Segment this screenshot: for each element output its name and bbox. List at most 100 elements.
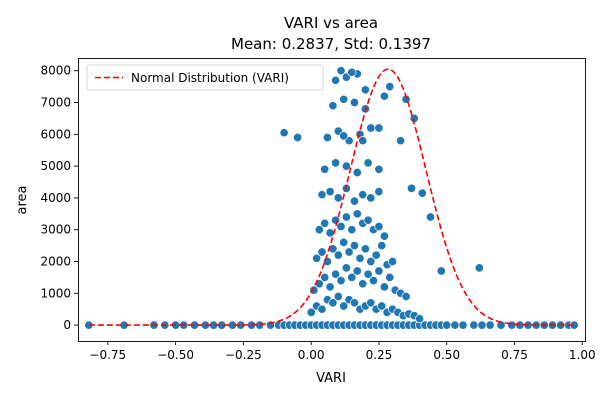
data-point bbox=[417, 188, 427, 198]
legend: Normal Distribution (VARI) bbox=[86, 64, 324, 91]
data-point bbox=[325, 282, 335, 292]
data-point bbox=[366, 193, 376, 203]
data-point bbox=[341, 161, 351, 171]
data-point bbox=[320, 218, 330, 228]
data-point bbox=[352, 167, 362, 178]
data-point bbox=[469, 320, 479, 330]
data-point bbox=[396, 136, 406, 146]
data-point bbox=[477, 320, 487, 330]
data-point bbox=[347, 225, 357, 235]
x-tick-label: −0.50 bbox=[157, 348, 194, 362]
data-point bbox=[317, 247, 327, 257]
data-point bbox=[349, 298, 360, 308]
data-point bbox=[358, 190, 368, 200]
y-tick-label: 7000 bbox=[40, 96, 71, 110]
data-point bbox=[415, 314, 425, 324]
data-point bbox=[320, 164, 330, 174]
data-point bbox=[425, 212, 436, 222]
data-point bbox=[333, 250, 343, 260]
x-axis: −0.75 −0.50 −0.25 0.00 0.25 0.50 0.75 1.00 bbox=[89, 341, 596, 362]
y-tick-label: 4000 bbox=[40, 191, 71, 205]
data-point bbox=[358, 136, 368, 146]
data-point bbox=[293, 132, 303, 143]
data-point bbox=[341, 263, 351, 273]
data-point bbox=[339, 301, 349, 311]
legend-label-normal-distribution: Normal Distribution (VARI) bbox=[131, 71, 289, 85]
data-point bbox=[331, 75, 341, 85]
y-tick-label: 3000 bbox=[40, 223, 71, 237]
data-point bbox=[347, 67, 357, 77]
data-point bbox=[436, 266, 446, 276]
data-point bbox=[317, 190, 327, 200]
x-tick-label: −0.25 bbox=[225, 348, 262, 362]
data-point bbox=[450, 320, 460, 330]
data-point bbox=[379, 91, 389, 101]
data-point bbox=[349, 196, 360, 206]
data-point bbox=[320, 272, 330, 282]
data-point bbox=[328, 298, 338, 308]
data-point bbox=[322, 132, 332, 143]
data-point bbox=[366, 256, 376, 267]
x-tick-label: −0.75 bbox=[89, 348, 126, 362]
data-point bbox=[349, 241, 360, 251]
data-point bbox=[371, 250, 381, 260]
data-point bbox=[333, 291, 343, 302]
data-point bbox=[306, 307, 316, 317]
x-tick-label: 0.75 bbox=[501, 348, 528, 362]
data-point bbox=[325, 187, 335, 197]
y-tick-label: 6000 bbox=[40, 127, 71, 141]
data-point bbox=[331, 269, 341, 279]
data-point bbox=[385, 82, 395, 92]
data-point bbox=[374, 187, 384, 197]
data-point bbox=[363, 215, 373, 225]
data-point bbox=[368, 276, 379, 286]
x-tick-label: 0.00 bbox=[298, 348, 325, 362]
data-point bbox=[339, 94, 349, 104]
data-point bbox=[336, 276, 346, 286]
y-axis-label: area bbox=[15, 186, 30, 215]
data-point bbox=[314, 225, 324, 235]
data-point bbox=[363, 158, 373, 168]
x-tick-label: 1.00 bbox=[569, 348, 596, 362]
data-point bbox=[442, 320, 452, 330]
y-tick-label: 5000 bbox=[40, 159, 71, 173]
data-point bbox=[360, 85, 370, 95]
data-point bbox=[317, 304, 327, 314]
data-point bbox=[385, 272, 395, 282]
data-point bbox=[312, 253, 322, 263]
data-point bbox=[336, 66, 346, 76]
data-point bbox=[336, 221, 346, 232]
data-point bbox=[328, 101, 338, 111]
data-point bbox=[387, 256, 398, 267]
data-point bbox=[485, 320, 495, 330]
data-point bbox=[374, 123, 384, 133]
y-tick-label: 2000 bbox=[40, 255, 71, 269]
data-point bbox=[401, 291, 411, 302]
data-point bbox=[377, 301, 387, 311]
data-point bbox=[360, 244, 370, 254]
data-point bbox=[507, 320, 517, 330]
data-point bbox=[344, 247, 354, 257]
data-point bbox=[333, 193, 343, 203]
data-point bbox=[347, 272, 357, 282]
y-axis: 0 1000 2000 3000 4000 5000 6000 7000 8000 bbox=[40, 64, 78, 332]
points-layer bbox=[84, 66, 579, 330]
chart-title: VARI vs area bbox=[284, 14, 378, 32]
data-point bbox=[379, 231, 389, 241]
plot-frame bbox=[78, 58, 586, 342]
data-point bbox=[339, 237, 349, 247]
x-axis-label: VARI bbox=[316, 371, 346, 386]
data-point bbox=[352, 209, 362, 219]
data-point bbox=[458, 320, 468, 330]
data-point bbox=[279, 128, 289, 138]
data-point bbox=[379, 282, 389, 292]
data-point bbox=[349, 97, 360, 108]
data-point bbox=[366, 298, 376, 308]
data-point bbox=[325, 228, 335, 238]
data-point bbox=[496, 320, 506, 330]
data-point bbox=[366, 123, 376, 133]
data-point bbox=[374, 221, 384, 232]
chart-subtitle: Mean: 0.2837, Std: 0.1397 bbox=[231, 35, 431, 53]
data-point bbox=[374, 266, 384, 276]
